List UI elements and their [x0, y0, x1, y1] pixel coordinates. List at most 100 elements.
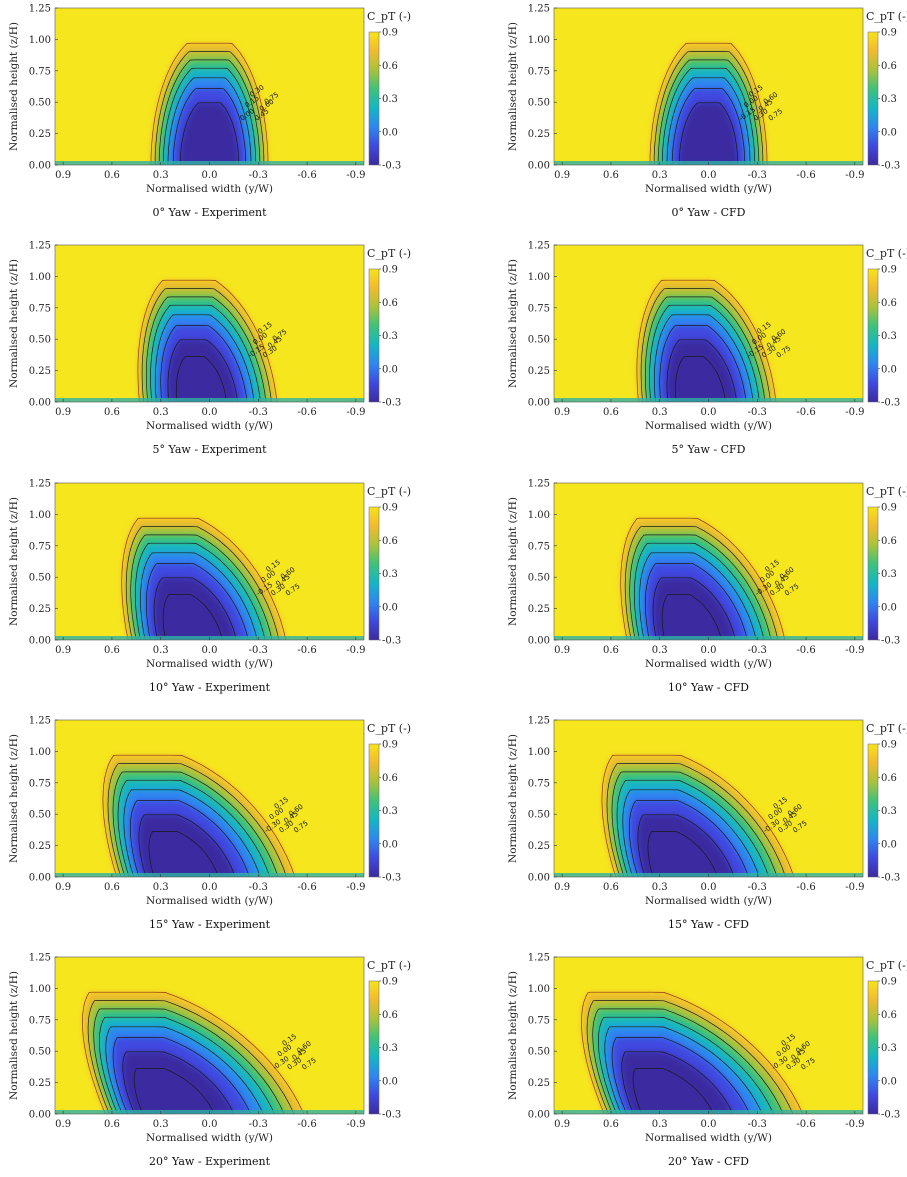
y-tick-label: 0.50: [528, 335, 550, 346]
colorbar-tick-label: -0.3: [881, 636, 900, 647]
y-tick-label: 0.00: [29, 161, 51, 172]
contour-line: [82, 991, 305, 1114]
contour-line: [628, 800, 749, 877]
y-tick-label: 0.75: [528, 303, 550, 314]
y-tick-label: 1.00: [528, 747, 550, 758]
contour-line: [105, 1026, 264, 1114]
contour-panel: -0.300.000.150.300.450.600.750.000.250.5…: [507, 479, 907, 695]
colorbar: [867, 268, 879, 403]
colorbar: [368, 268, 380, 403]
x-tick-label: -0.3: [249, 1119, 268, 1130]
x-tick-label: -0.3: [748, 645, 767, 656]
y-tick-label: 1.25: [29, 716, 51, 727]
colorbar-tick-label: -0.3: [382, 873, 401, 884]
colorbar-tick-label: 0.9: [881, 503, 897, 514]
x-axis-label: Normalised width (y/W): [146, 658, 273, 670]
x-tick-label: 0.6: [603, 1119, 619, 1130]
x-tick-label: -0.6: [796, 407, 815, 418]
colorbar-tick-label: 0.0: [881, 127, 897, 138]
contour-line: [653, 51, 764, 165]
colorbar-tick-label: 0.9: [382, 740, 398, 751]
colorbar-tick-label: 0.3: [382, 1043, 398, 1054]
panel-caption: 20° Yaw - CFD: [668, 1155, 749, 1168]
colorbar-title: C_pT (-): [866, 247, 907, 260]
contour-line: [586, 1000, 794, 1114]
colorbar-tick-label: 0.6: [382, 1010, 398, 1021]
contour-panel: -0.150.000.150.300.450.600.75 0.00 0.25 0.5…: [8, 479, 411, 695]
wake-region: [149, 831, 219, 877]
contour-line: [154, 51, 265, 165]
x-tick-label: -0.9: [845, 1119, 864, 1130]
x-tick-label: -0.3: [249, 407, 268, 418]
y-tick-label: 0.00: [29, 398, 51, 409]
colorbar-tick-label: 0.3: [881, 1043, 897, 1054]
contour-line: [624, 526, 779, 640]
contour-line: [601, 754, 795, 877]
x-tick-label: 0.6: [603, 882, 619, 893]
x-tick-label: 0.3: [652, 170, 668, 181]
contour-line: [675, 356, 726, 402]
colorbar-tick-label: -0.3: [881, 398, 900, 409]
x-tick-label: -0.9: [845, 407, 864, 418]
x-axis-label: Normalised width (y/W): [146, 183, 273, 195]
contour-line: [117, 779, 271, 877]
contour-line: [606, 763, 786, 877]
x-tick-label: 0.3: [153, 407, 169, 418]
y-axis-label: Normalised height (z/H): [8, 22, 20, 151]
y-tick-label: 0.75: [528, 541, 550, 552]
y-tick-label: 0.25: [29, 366, 51, 377]
y-tick-label: 0.00: [29, 873, 51, 884]
x-tick-label: 0.6: [104, 1119, 120, 1130]
wake-field: -0.150.000.150.300.450.600.75: [554, 279, 863, 402]
contour-panel: -0.150.000.150.300.450.600.75 0.00 0.25 0.5…: [507, 4, 907, 220]
contour-line: [611, 771, 778, 877]
colorbar-title: C_pT (-): [367, 959, 411, 972]
colorbar-tick-label: 0.3: [881, 94, 897, 105]
contour-line: [661, 594, 722, 640]
contour-line: [150, 42, 269, 165]
x-tick-label: -0.6: [297, 645, 316, 656]
contour-line: [649, 304, 760, 402]
contour-line: [141, 288, 272, 402]
contour-line: [179, 102, 240, 165]
colorbar-tick-label: 0.6: [382, 298, 398, 309]
y-tick-label: 0.25: [528, 841, 550, 852]
contour-line: [125, 526, 280, 640]
colorbar-tick-label: 0.6: [881, 536, 897, 547]
panel-caption: 10° Yaw - CFD: [668, 681, 749, 694]
colorbar-title: C_pT (-): [866, 959, 907, 972]
y-tick-label: 0.75: [29, 303, 51, 314]
x-tick-label: 0.9: [55, 882, 71, 893]
panel-caption: 5° Yaw - Experiment: [152, 443, 267, 456]
colorbar-tick-label: 0.3: [881, 331, 897, 342]
wake-field: -0.300.000.150.300.450.600.75: [554, 754, 863, 877]
x-tick-label: 0.0: [701, 1119, 717, 1130]
wake-region: [176, 356, 227, 402]
colorbar-tick-label: 0.0: [382, 364, 398, 375]
colorbar-tick-label: 0.3: [382, 94, 398, 105]
y-tick-label: 0.00: [528, 873, 550, 884]
x-tick-label: 0.3: [153, 882, 169, 893]
y-tick-label: 0.50: [29, 810, 51, 821]
x-tick-label: 0.0: [202, 1119, 218, 1130]
panel-caption: 5° Yaw - CFD: [672, 443, 746, 456]
contour-line: [112, 771, 279, 877]
y-tick-label: 0.25: [29, 841, 51, 852]
colorbar-tick-label: 0.9: [382, 977, 398, 988]
contour-line: [598, 1016, 774, 1114]
contour-line: [160, 325, 248, 402]
contour-panel: 0.000.150.300.450.600.750.000.250.500.75…: [8, 4, 411, 220]
panel-caption: 20° Yaw - Experiment: [149, 1155, 271, 1168]
panel-caption: 10° Yaw - Experiment: [149, 681, 271, 694]
contour-line: [133, 1068, 215, 1114]
x-tick-label: 0.0: [701, 407, 717, 418]
panel-caption: 15° Yaw - Experiment: [149, 918, 271, 931]
contour-line: [639, 552, 757, 640]
contour-line: [640, 288, 771, 402]
y-tick-label: 0.00: [29, 636, 51, 647]
contour-line: [644, 563, 748, 640]
wake-region: [134, 1068, 215, 1114]
x-tick-label: -0.6: [796, 882, 815, 893]
contour-line: [647, 831, 718, 877]
colorbar-tick-label: 0.0: [881, 1076, 897, 1087]
